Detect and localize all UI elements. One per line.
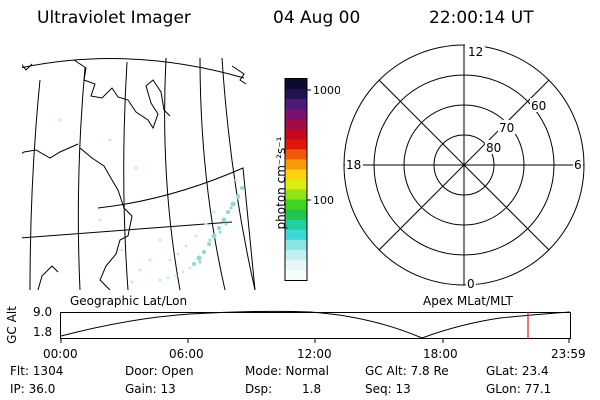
colorbar-swatch (285, 229, 307, 241)
mlt-label-12: 12 (468, 45, 483, 59)
colorbar-swatch (285, 119, 307, 130)
mlt-label-18: 18 (346, 158, 361, 172)
sequence-number: Seq: 13 (365, 382, 411, 396)
orbit-altitude-plot (60, 310, 571, 343)
colorbar-scale (285, 79, 307, 281)
meridian (199, 57, 226, 290)
flight-number: Flt: 1304 (10, 364, 64, 378)
gc-altitude: GC Alt: 7.8 Re (365, 364, 449, 378)
colorbar-swatch (285, 149, 307, 160)
colorbar-tick-label-1000: 1000 (313, 84, 340, 97)
colorbar-swatch (285, 139, 307, 150)
mlt-label-0: 0 (467, 277, 475, 290)
polar-plot: 12 18 6 0 80 70 60 (343, 44, 585, 290)
polar-diagonal (378, 79, 550, 251)
orbit-y-axis-title: GC Alt (5, 306, 19, 344)
gain-value: Gain: 13 (125, 382, 176, 396)
coastline (231, 65, 247, 85)
colorbar-swatch (285, 129, 307, 140)
colorbar-swatch (285, 219, 307, 231)
meridian (29, 79, 41, 290)
orbit-x-tick-2359: 23:59 (551, 347, 586, 361)
image-date: 04 Aug 00 (273, 8, 361, 28)
colorbar-swatch (285, 159, 307, 171)
orbit-x-tick-1800: 18:00 (423, 347, 458, 361)
colorbar-unit-label: photon cm⁻²s⁻¹ (274, 136, 288, 230)
colorbar-swatch (285, 209, 307, 221)
orbit-plot-frame (60, 312, 571, 339)
apex-projection-label: Apex MLat/MLT (423, 294, 513, 308)
colorbar-swatch (285, 79, 307, 90)
dsp-value: 1.8 (302, 382, 322, 396)
door-status: Door: Open (125, 364, 194, 378)
colorbar-swatch (285, 269, 307, 281)
colorbar-swatch (285, 179, 307, 191)
meridian (77, 67, 86, 290)
lat-label-60: 60 (531, 99, 546, 113)
coastline (73, 59, 171, 130)
aurora-emission (192, 186, 244, 266)
dsp-label: Dsp: (245, 382, 273, 396)
colorbar-swatch (285, 249, 307, 261)
mlt-label-6: 6 (574, 158, 582, 172)
colorbar-swatch (285, 239, 307, 251)
coastline (79, 147, 133, 290)
meridian (164, 57, 181, 290)
mode-value: Mode: Normal (245, 364, 329, 378)
lat-label-80: 80 (486, 141, 501, 155)
latitude-line-bottom (22, 221, 233, 239)
map-projection-label: Geographic Lat/Lon (70, 294, 188, 308)
colorbar-swatch (285, 109, 307, 120)
colorbar-swatch (285, 199, 307, 211)
geographic-latitude: GLat: 23.4 (486, 364, 549, 378)
colorbar-swatch (285, 189, 307, 201)
colorbar-swatch (285, 259, 307, 271)
orbit-x-tick-0000: 00:00 (43, 347, 78, 361)
instrument-title: Ultraviolet Imager (37, 8, 191, 28)
coastline (22, 143, 79, 159)
geographic-map (22, 57, 256, 290)
image-edge (97, 167, 256, 290)
ip-value: IP: 36.0 (10, 382, 56, 396)
colorbar-swatch (285, 89, 307, 100)
aurora-diffuse (58, 118, 238, 284)
colorbar-frame (284, 78, 308, 281)
coastline (37, 265, 59, 290)
orbit-x-tick-0600: 06:00 (169, 347, 204, 361)
coastline (22, 63, 33, 71)
latitude-circle-top (22, 58, 245, 79)
orbit-x-tick-1200: 12:00 (297, 347, 332, 361)
colorbar-swatch (285, 99, 307, 110)
orbit-y-tick-9: 9.0 (33, 305, 53, 319)
geographic-longitude: GLon: 77.1 (486, 382, 552, 396)
colorbar: 1000 100 (284, 78, 340, 281)
colorbar-swatch (285, 169, 307, 181)
altitude-curve (60, 310, 571, 339)
orbit-y-tick-1-8: 1.8 (33, 325, 53, 339)
meridian (123, 61, 129, 290)
colorbar-tick-label-100: 100 (313, 194, 334, 207)
lat-label-70: 70 (499, 121, 514, 135)
meridian (221, 57, 256, 290)
image-time: 22:00:14 UT (429, 8, 534, 28)
